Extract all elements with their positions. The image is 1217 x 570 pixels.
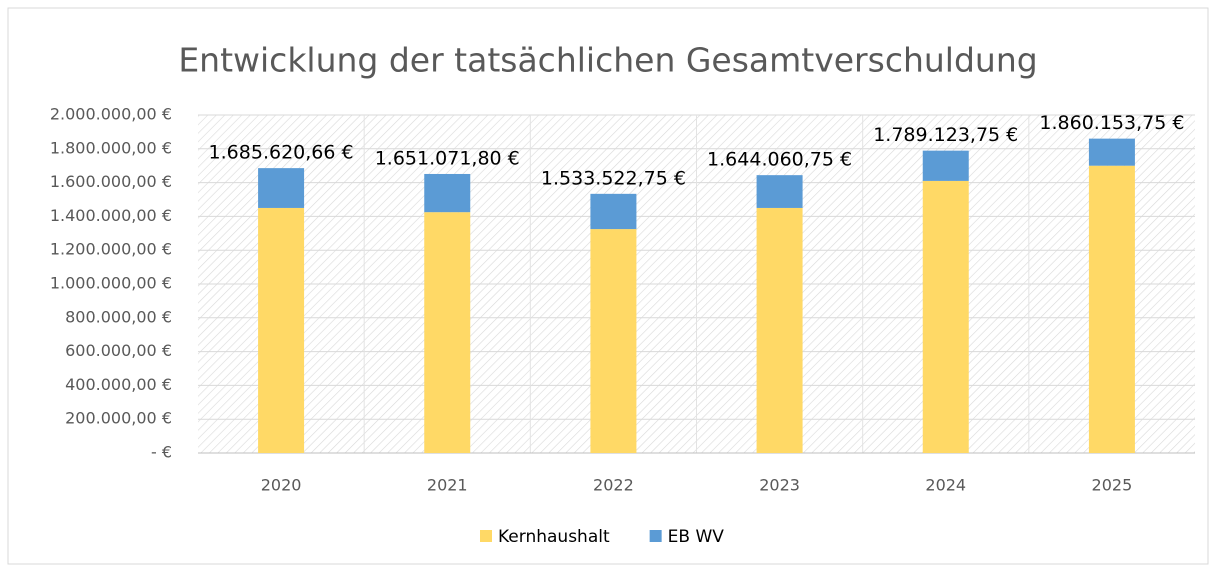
y-tick-label: 1.200.000,00 € [50,240,172,259]
total-label: 1.685.620,66 € [209,142,354,164]
bar-segment [756,207,803,453]
chart-title: Entwicklung der tatsächlichen Gesamtvers… [178,41,1037,80]
bar-segment [922,150,969,181]
y-tick-label: 200.000,00 € [65,409,172,428]
y-tick-label: 400.000,00 € [65,375,172,394]
bar-segment [1088,138,1135,166]
bar-segment [590,193,637,230]
bar-segment [756,175,803,208]
total-label: 1.644.060,75 € [707,149,852,171]
total-label: 1.651.071,80 € [375,147,520,169]
legend-swatch [649,530,662,542]
legend-label: Kernhaushalt [498,527,610,547]
bar-segment [922,180,969,453]
y-tick-label: 600.000,00 € [65,341,172,360]
legend-label: EB WV [668,527,725,547]
y-tick-label: - € [151,443,172,462]
x-tick-label: 2022 [593,476,634,495]
y-tick-label: 800.000,00 € [65,307,172,326]
bar-segment [258,207,305,453]
x-tick-label: 2024 [925,476,966,495]
bar-segment [590,229,637,453]
x-tick-label: 2023 [759,476,800,495]
x-tick-label: 2025 [1092,476,1133,495]
y-tick-label: 1.000.000,00 € [50,274,172,293]
y-tick-label: 1.800.000,00 € [50,138,172,157]
legend-swatch [480,530,492,542]
bar-segment [1088,165,1135,453]
total-label: 1.860.153,75 € [1039,112,1184,134]
bar-segment [258,168,305,208]
total-label: 1.789.123,75 € [873,124,1018,146]
y-tick-label: 1.400.000,00 € [50,206,172,225]
y-tick-label: 2.000.000,00 € [50,105,172,124]
total-label: 1.533.522,75 € [541,167,686,189]
bar-segment [424,212,471,453]
y-tick-label: 1.600.000,00 € [50,172,172,191]
bar-segment [424,173,471,213]
x-tick-label: 2020 [261,476,302,495]
x-tick-label: 2021 [427,476,468,495]
